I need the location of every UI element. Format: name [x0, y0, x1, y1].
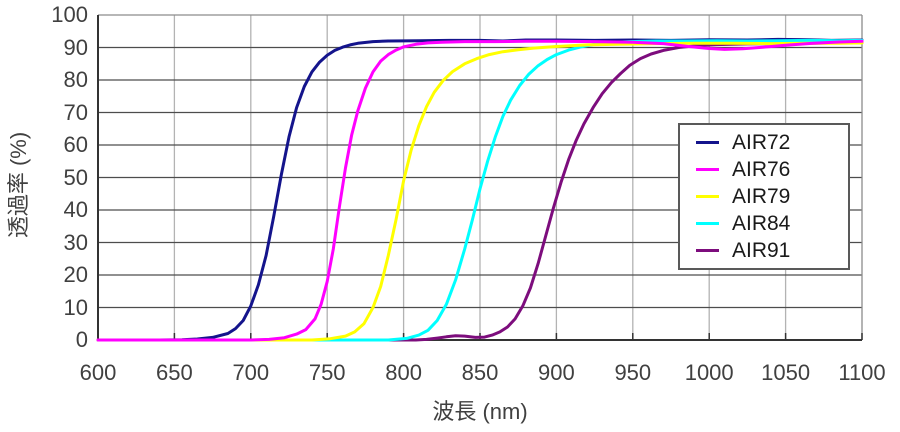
y-tick-label: 40 — [63, 197, 88, 222]
legend: AIR72 AIR76 AIR79 AIR84 AIR91 — [678, 123, 850, 270]
x-axis-title: 波長 (nm) — [432, 399, 528, 424]
y-tick-label: 70 — [63, 99, 88, 125]
y-tick-label: 0 — [75, 327, 88, 352]
x-tick-label: 600 — [79, 360, 117, 385]
curve-air84 — [96, 38, 864, 342]
y-tick-label: 60 — [63, 132, 88, 157]
y-tick-label: 100 — [51, 2, 88, 27]
legend-line-swatch — [696, 141, 719, 144]
legend-label: AIR91 — [732, 238, 791, 262]
legend-line-swatch — [696, 168, 719, 171]
legend-item-air72: AIR72 — [696, 131, 848, 155]
y-tick-label: 90 — [63, 34, 88, 60]
legend-label: AIR79 — [732, 184, 791, 208]
x-tick-label: 700 — [232, 360, 270, 385]
y-tick-label: 10 — [63, 294, 88, 320]
x-tick-label: 1050 — [761, 360, 811, 385]
legend-item-air84: AIR84 — [696, 212, 848, 236]
x-tick-label: 650 — [156, 360, 193, 385]
curve-air79 — [96, 41, 864, 342]
legend-item-air91: AIR91 — [696, 239, 848, 263]
x-tick-label: 800 — [385, 360, 422, 385]
y-tick-label: 20 — [63, 262, 88, 287]
x-tick-label: 1100 — [838, 360, 886, 385]
legend-line-swatch — [696, 195, 719, 198]
y-tick-label: 50 — [63, 164, 88, 190]
x-tick-label: 850 — [461, 360, 499, 385]
x-tick-label: 900 — [538, 360, 575, 385]
legend-line-swatch — [696, 249, 719, 252]
legend-label: AIR72 — [732, 130, 791, 154]
x-tick-label: 1000 — [684, 360, 734, 385]
legend-item-air76: AIR76 — [696, 158, 848, 182]
curve-air76 — [96, 39, 864, 342]
x-tick-label: 750 — [308, 360, 346, 385]
legend-label: AIR84 — [732, 211, 791, 235]
legend-label: AIR76 — [732, 157, 791, 181]
x-tick-label: 950 — [614, 360, 652, 385]
y-axis-title: 透過率 (%) — [6, 131, 31, 239]
y-tick-label: 80 — [63, 67, 88, 92]
y-tick-label: 30 — [63, 229, 88, 255]
legend-item-air79: AIR79 — [696, 185, 848, 209]
legend-line-swatch — [696, 222, 719, 225]
